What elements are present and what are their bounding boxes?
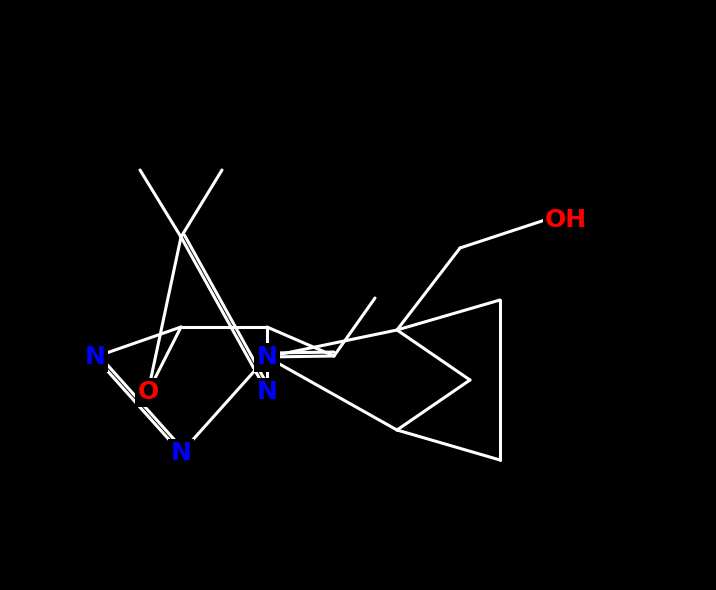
Text: N: N (170, 441, 191, 465)
Text: N: N (84, 345, 105, 369)
Text: OH: OH (545, 208, 587, 232)
Text: O: O (137, 380, 159, 404)
Text: N: N (256, 345, 277, 369)
Text: N: N (256, 380, 277, 404)
